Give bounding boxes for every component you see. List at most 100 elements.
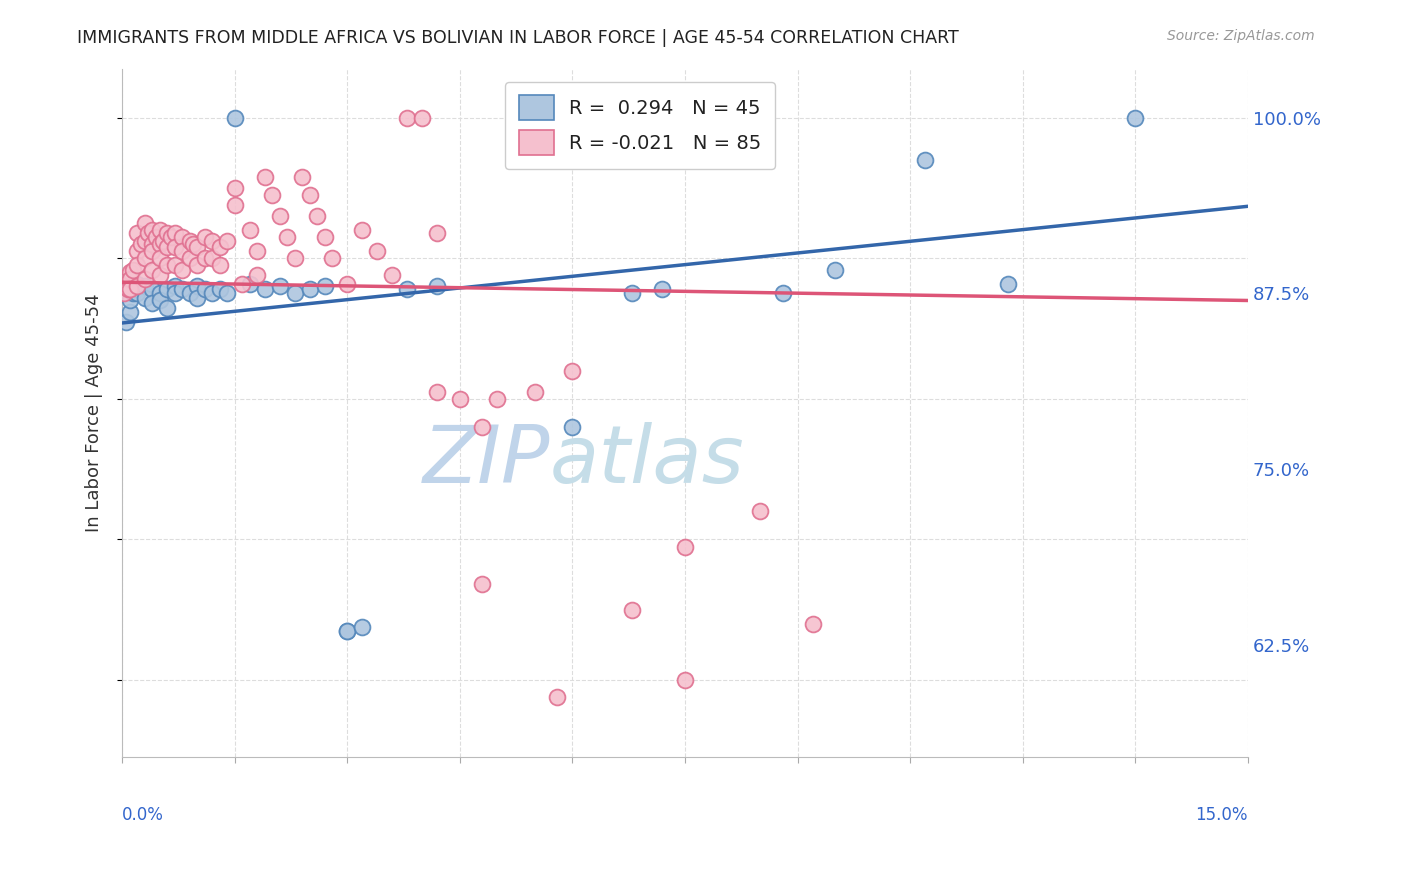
Point [145, 230, 167, 244]
Point [201, 252, 224, 266]
Point [471, 420, 494, 434]
Point [239, 277, 262, 291]
Point [486, 392, 509, 406]
Point [125, 244, 148, 259]
Point [141, 282, 163, 296]
Point [426, 279, 449, 293]
Point [314, 279, 336, 293]
Point [148, 286, 170, 301]
Point [125, 279, 148, 293]
Point [179, 235, 201, 249]
Point [194, 230, 217, 244]
Point [134, 252, 156, 266]
Point [186, 258, 208, 272]
Point [396, 111, 419, 125]
Point [134, 291, 156, 305]
Point [231, 277, 253, 291]
Point [224, 111, 246, 125]
Point [125, 286, 148, 301]
Point [141, 237, 163, 252]
Point [561, 420, 583, 434]
Point [352, 223, 374, 237]
Point [163, 279, 186, 293]
Point [172, 262, 194, 277]
Point [117, 282, 139, 296]
Point [224, 181, 246, 195]
Point [134, 279, 156, 293]
Point [194, 282, 217, 296]
Point [997, 277, 1019, 291]
Point [772, 286, 794, 301]
Point [148, 252, 170, 266]
Point [307, 209, 329, 223]
Point [163, 226, 186, 240]
Point [396, 282, 419, 296]
Point [366, 244, 388, 259]
Point [749, 504, 772, 518]
Point [118, 304, 141, 318]
Point [314, 230, 336, 244]
Point [269, 209, 291, 223]
Point [160, 230, 183, 244]
Point [1123, 111, 1146, 125]
Point [352, 620, 374, 634]
Point [914, 153, 936, 167]
Point [114, 315, 136, 329]
Point [129, 237, 152, 252]
Point [163, 258, 186, 272]
Point [172, 244, 194, 259]
Point [172, 230, 194, 244]
Point [217, 286, 239, 301]
Point [152, 235, 174, 249]
Point [194, 252, 217, 266]
Point [141, 244, 163, 259]
Legend: R =  0.294   N = 45, R = -0.021   N = 85: R = 0.294 N = 45, R = -0.021 N = 85 [505, 82, 775, 169]
Point [269, 279, 291, 293]
Point [148, 237, 170, 252]
Point [134, 216, 156, 230]
Point [156, 240, 179, 254]
Point [186, 291, 208, 305]
Point [824, 262, 846, 277]
Point [183, 237, 205, 252]
Point [118, 265, 141, 279]
Point [321, 252, 343, 266]
Point [172, 282, 194, 296]
Point [246, 244, 269, 259]
Point [122, 286, 145, 301]
Point [239, 223, 262, 237]
Point [217, 235, 239, 249]
Point [179, 286, 201, 301]
Point [298, 282, 321, 296]
Point [179, 252, 201, 266]
Point [621, 286, 644, 301]
Point [148, 293, 170, 308]
Point [208, 258, 231, 272]
Point [208, 240, 231, 254]
Point [118, 293, 141, 308]
Text: atlas: atlas [550, 422, 745, 500]
Point [134, 235, 156, 249]
Point [201, 235, 224, 249]
Point [141, 262, 163, 277]
Point [411, 111, 433, 125]
Point [298, 188, 321, 202]
Point [546, 690, 568, 704]
Point [336, 624, 359, 638]
Text: IMMIGRANTS FROM MIDDLE AFRICA VS BOLIVIAN IN LABOR FORCE | AGE 45-54 CORRELATION: IMMIGRANTS FROM MIDDLE AFRICA VS BOLIVIA… [77, 29, 959, 46]
Point [118, 272, 141, 286]
Point [673, 673, 696, 687]
Point [163, 240, 186, 254]
Point [253, 169, 276, 184]
Text: ZIP: ZIP [422, 422, 550, 500]
Point [125, 258, 148, 272]
Point [246, 268, 269, 283]
Point [125, 282, 148, 296]
Point [276, 230, 298, 244]
Point [449, 392, 471, 406]
Point [156, 258, 179, 272]
Point [156, 282, 179, 296]
Point [621, 603, 644, 617]
Point [208, 282, 231, 296]
Point [148, 268, 170, 283]
